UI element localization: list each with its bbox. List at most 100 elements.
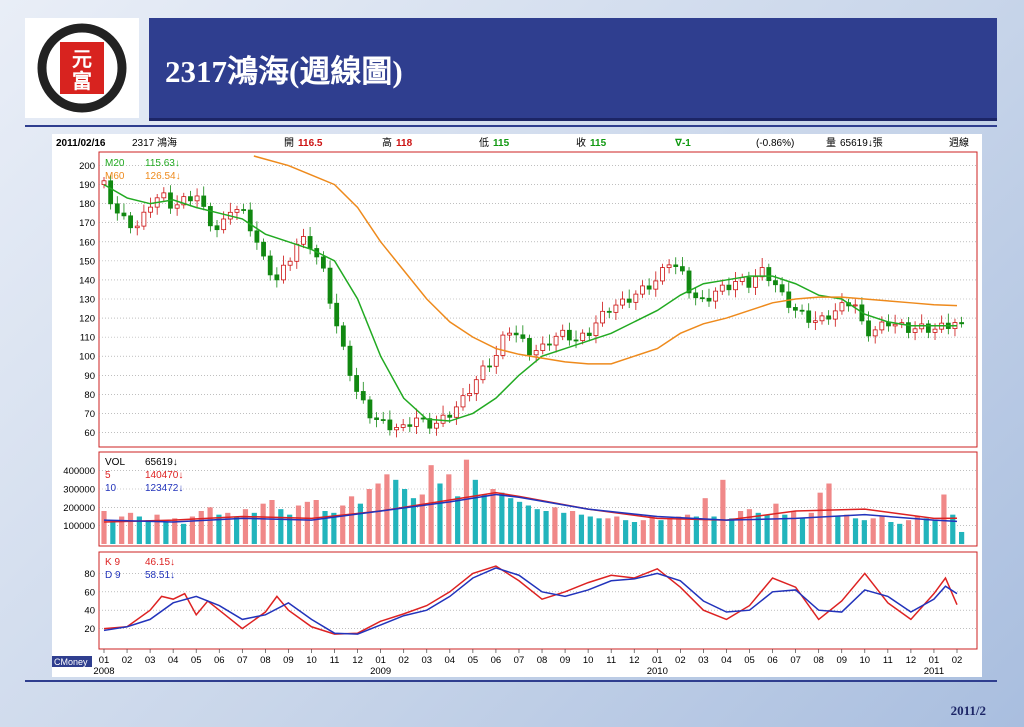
- candle-body: [380, 419, 386, 421]
- volume-bar: [136, 516, 142, 544]
- candle-body: [374, 417, 379, 420]
- volume-bar: [693, 516, 699, 544]
- k-line: [103, 565, 958, 635]
- volume-bar: [817, 492, 823, 544]
- candle-body: [261, 241, 266, 257]
- change-pct: (-0.86%): [756, 138, 794, 149]
- candle-body: [367, 399, 373, 419]
- candle-body: [713, 290, 719, 302]
- volume-bar: [879, 516, 885, 544]
- x-tick-label: 01: [652, 655, 663, 666]
- candle-body: [779, 284, 785, 293]
- volume-y-tick-label: 400000: [63, 466, 95, 477]
- candle-body: [487, 365, 492, 368]
- candle-body: [467, 393, 473, 397]
- volume-bar: [667, 518, 673, 544]
- x-tick-label: 01: [375, 655, 386, 666]
- x-tick-label: 10: [306, 655, 317, 666]
- candle-body: [620, 298, 625, 306]
- volume-bar: [269, 500, 275, 544]
- candle-body: [866, 320, 871, 337]
- candle-body: [533, 350, 539, 356]
- volume-bar: [799, 518, 806, 544]
- volume-bar: [463, 459, 470, 544]
- volume-bar: [552, 507, 558, 544]
- volume-bar: [251, 512, 257, 544]
- volume-bar: [331, 512, 337, 544]
- volume-ma10-line: [103, 493, 958, 523]
- candle-body: [600, 310, 606, 324]
- candle-body: [340, 325, 346, 347]
- volume-bar: [702, 498, 708, 544]
- legend-m60-value: 126.54↓: [145, 171, 181, 182]
- candle-body: [347, 345, 353, 376]
- x-tick-label: 11: [606, 655, 616, 666]
- indicator-lines: [103, 155, 958, 635]
- legend-ma5-name: 5: [105, 470, 111, 481]
- volume-bar: [684, 514, 691, 544]
- x-tick-label: 09: [560, 655, 571, 666]
- info-date: 2011/02/16: [56, 138, 106, 149]
- volume-bars: [101, 459, 965, 544]
- footer-rule: [25, 680, 997, 682]
- volume-bar: [782, 514, 788, 544]
- legend-vol-name: VOL: [105, 457, 125, 468]
- volume-bar: [198, 511, 204, 544]
- volume-bar: [614, 516, 620, 544]
- candle-body: [188, 196, 193, 202]
- volume-bar: [410, 498, 417, 544]
- chart-svg: 2011/02/16 2317 鴻海 開 116.5 高 118 低 115 收…: [52, 136, 978, 677]
- kd-y-tick-label: 40: [84, 606, 95, 617]
- candle-body: [108, 180, 114, 205]
- x-tick-label: 06: [767, 655, 778, 666]
- volume-bar: [172, 518, 178, 544]
- candle-body: [354, 375, 360, 392]
- change-value: ∇-1: [675, 138, 691, 149]
- price-y-tick-label: 100: [79, 352, 95, 363]
- candle-body: [387, 419, 393, 431]
- volume-bar: [826, 483, 832, 544]
- x-tick-label: 12: [352, 655, 363, 666]
- candle-body: [879, 321, 885, 331]
- candle-body: [766, 267, 772, 282]
- volume-bar: [508, 498, 514, 544]
- price-y-tick-label: 180: [79, 199, 95, 210]
- candle-body: [872, 329, 878, 337]
- volume-bar: [631, 522, 638, 544]
- volume-bar: [914, 516, 921, 544]
- header-rule: [25, 125, 997, 127]
- x-tick-label: 02: [122, 655, 133, 666]
- price-legend: M20 115.63↓ M60 126.54↓: [105, 158, 181, 182]
- candle-body: [653, 280, 659, 290]
- d-line: [103, 567, 958, 635]
- candle-body: [706, 297, 712, 302]
- year-label: 2008: [93, 666, 114, 677]
- page-title: 2317鴻海(週線圖): [165, 54, 403, 89]
- candle-body: [852, 304, 858, 307]
- candle-body: [274, 274, 280, 281]
- legend-vol-value: 65619↓: [145, 457, 178, 468]
- volume-bar: [808, 512, 814, 544]
- x-tick-label: 11: [883, 655, 893, 666]
- year-label: 2009: [370, 666, 391, 677]
- volume-bar: [543, 511, 549, 544]
- volume-bar: [419, 494, 425, 544]
- price-y-tick-label: 120: [79, 314, 95, 325]
- volume-y-tick-label: 100000: [63, 521, 95, 532]
- candle-body: [174, 204, 180, 209]
- candle-body: [527, 338, 532, 356]
- candle-body: [287, 260, 293, 266]
- company-logo: 元 富: [25, 18, 139, 118]
- volume-bar: [357, 503, 363, 544]
- candle-body: [646, 285, 652, 290]
- kd-panel-frame: [98, 551, 978, 650]
- candle-body: [267, 255, 273, 276]
- volume-bar: [711, 516, 717, 544]
- candle-body: [925, 323, 931, 333]
- volume-bar: [835, 516, 841, 544]
- legend-d-value: 58.51↓: [145, 570, 175, 581]
- candle-body: [121, 212, 127, 217]
- volume-bar: [773, 503, 779, 544]
- price-grid: 60 70 80 90 100 110 120 130 140 150 160 170 180 190 20…: [79, 161, 977, 439]
- volume-bar: [481, 494, 487, 544]
